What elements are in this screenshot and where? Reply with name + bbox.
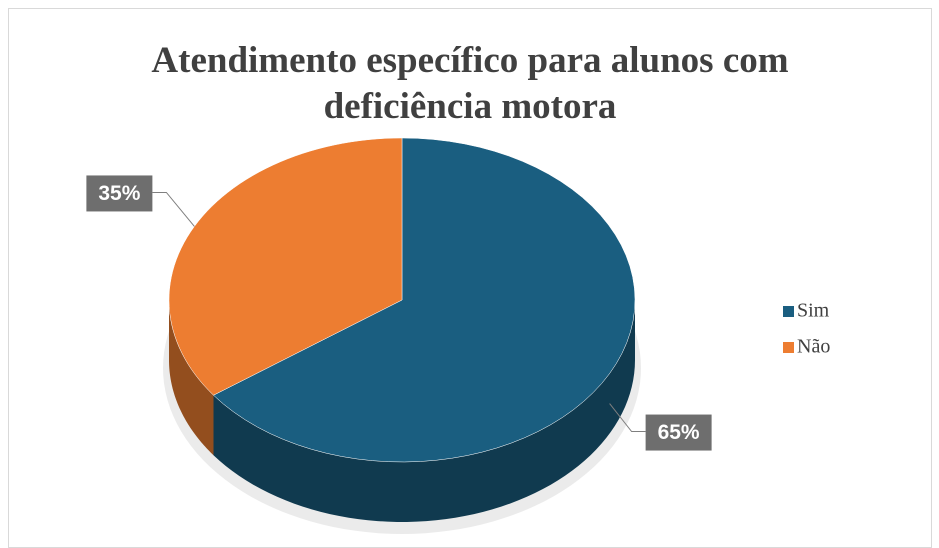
- data-label: 65%: [658, 421, 700, 444]
- leader-line: [609, 403, 646, 433]
- data-label-box: [645, 414, 712, 451]
- chart-title: Atendimento específico para alunos com d…: [151, 40, 789, 127]
- data-label-box: [86, 175, 153, 212]
- pie-slice: [213, 137, 636, 463]
- pie-side: [169, 300, 214, 456]
- legend-label: Sim: [797, 300, 830, 322]
- legend-swatch: [783, 306, 794, 317]
- legend-label: Não: [797, 336, 830, 358]
- leader-line: [152, 191, 195, 227]
- chart: 65% 35% Sim Não: [86, 137, 830, 534]
- pie-slice: [168, 137, 403, 396]
- data-label: 35%: [98, 182, 140, 205]
- pie-side: [213, 300, 636, 522]
- page: {"chart_data": {"type": "pie", "title": …: [8, 8, 932, 548]
- legend-swatch: [783, 342, 794, 353]
